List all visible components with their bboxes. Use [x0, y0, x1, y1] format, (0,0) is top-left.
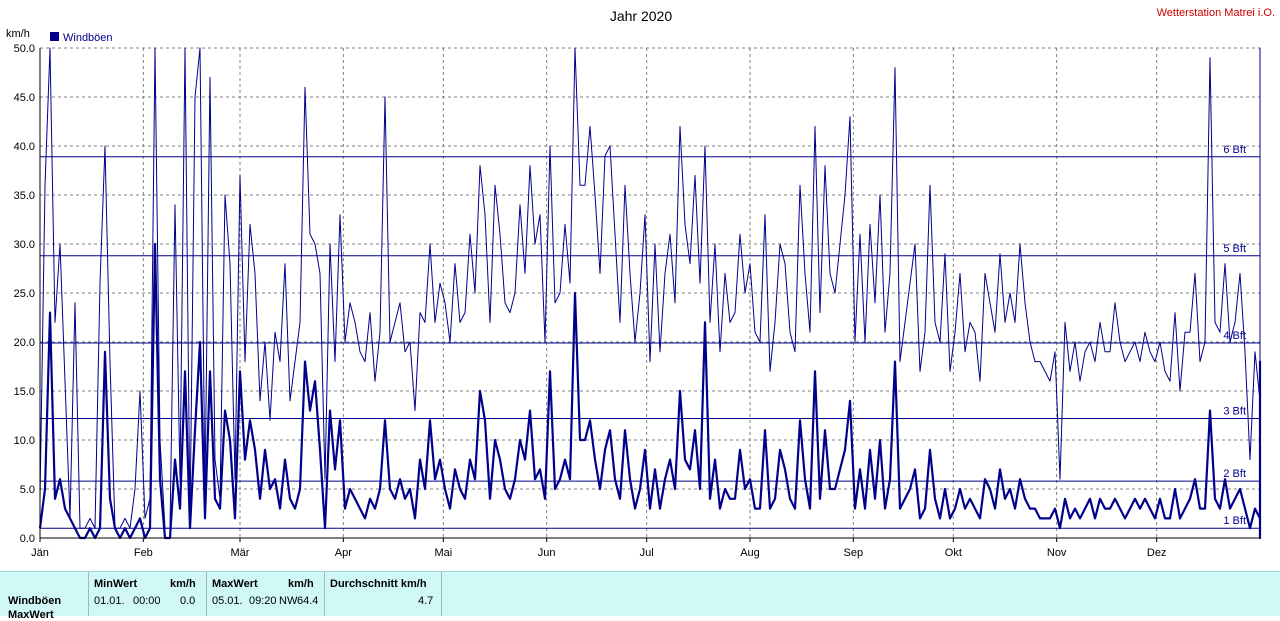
- y-tick-label: 30.0: [14, 239, 35, 251]
- max-value: 64.4: [297, 595, 319, 607]
- legend-label: Windböen: [63, 32, 113, 44]
- series-layer: [38, 47, 1262, 540]
- x-tick-label: Jän: [31, 547, 49, 559]
- stats-panel: Windböen MaxWert MinWert km/h 01.01. 00:…: [0, 571, 1280, 621]
- station-name: Wetterstation Matrei i.O.: [1157, 7, 1275, 19]
- max-unit: km/h: [288, 578, 314, 590]
- x-tick-label: Feb: [134, 547, 153, 559]
- y-axis-label: km/h: [6, 28, 30, 40]
- x-tick-label: Dez: [1147, 547, 1167, 559]
- beaufort-label: 4 Bft: [1223, 330, 1246, 342]
- beaufort-label: 5 Bft: [1223, 243, 1246, 255]
- y-tick-label: 5.0: [20, 484, 35, 496]
- y-tick-label: 10.0: [14, 435, 35, 447]
- beaufort-label: 1 Bft: [1223, 515, 1246, 527]
- max-direction: NW: [279, 595, 298, 607]
- y-tick-label: 40.0: [14, 141, 35, 153]
- legend: Windböen: [50, 32, 113, 44]
- min-unit: km/h: [170, 578, 196, 590]
- x-tick-label: Sep: [844, 547, 864, 559]
- series-line-bold: [38, 242, 1262, 540]
- x-tick-label: Apr: [335, 547, 352, 559]
- x-tick-label: Nov: [1047, 547, 1067, 559]
- avg-value: 4.7: [418, 595, 434, 607]
- y-tick-label: 20.0: [14, 337, 35, 349]
- avg-header: Durchschnitt km/h: [330, 578, 427, 590]
- max-time: 09:20: [249, 595, 277, 607]
- y-tick-label: 50.0: [14, 43, 35, 55]
- x-tick-label: Jul: [640, 547, 654, 559]
- column-divider: [324, 572, 325, 616]
- beaufort-label: 6 Bft: [1223, 144, 1246, 156]
- x-tick-label: Mär: [231, 547, 250, 559]
- chart: 1 Bft 2 Bft 3 Bft 4 Bft 5 Bft 6 Bft 0.0 5.0 10.…: [6, 7, 1275, 559]
- x-tick-label: Okt: [945, 547, 962, 559]
- y-tick-label: 25.0: [14, 288, 35, 300]
- stats-row-label: MaxWert: [8, 609, 54, 621]
- min-time: 00:00: [133, 595, 161, 607]
- beaufort-label: 2 Bft: [1223, 468, 1246, 480]
- y-tick-label: 35.0: [14, 190, 35, 202]
- x-tick-label: Mai: [434, 547, 452, 559]
- max-date: 05.01.: [212, 595, 243, 607]
- x-tick-label: Jun: [538, 547, 556, 559]
- column-divider: [206, 572, 207, 616]
- column-divider: [441, 572, 442, 616]
- min-header: MinWert: [94, 578, 138, 590]
- stats-row-label: Windböen: [8, 595, 62, 607]
- max-header: MaxWert: [212, 578, 258, 590]
- y-tick-label: 0.0: [20, 533, 35, 545]
- beaufort-label: 3 Bft: [1223, 405, 1246, 417]
- min-value: 0.0: [180, 595, 196, 607]
- chart-title: Jahr 2020: [610, 8, 672, 24]
- y-tick-label: 15.0: [14, 386, 35, 398]
- column-divider: [88, 572, 89, 616]
- y-tick-labels: 0.0 5.0 10.0 15.0 20.0 25.0 30.0 35.0 40.0 45.0 50…: [14, 43, 35, 545]
- y-tick-label: 45.0: [14, 92, 35, 104]
- x-tick-label: Aug: [740, 547, 760, 559]
- x-tick-labels: Jän Feb Mär Apr Mai Jun Jul Aug Sep Okt Nov Dez: [31, 538, 1166, 559]
- legend-swatch: [50, 32, 59, 41]
- min-date: 01.01.: [94, 595, 125, 607]
